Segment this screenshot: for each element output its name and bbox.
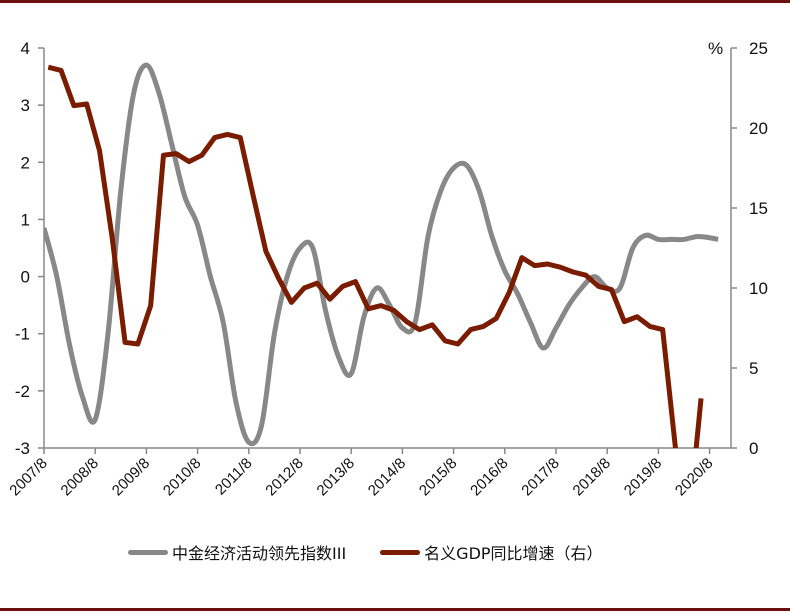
right-tick-label: 5: [749, 359, 758, 378]
left-tick-label: -2: [15, 382, 30, 401]
right-axis-unit: %: [708, 39, 723, 58]
x-tick-label: 2019/8: [621, 455, 665, 499]
left-tick-label: 3: [21, 96, 30, 115]
x-tick-label: 2007/8: [6, 455, 50, 499]
series-lines: [44, 62, 719, 448]
right-tick-label: 20: [749, 119, 768, 138]
legend-item-index: 中金经济活动领先指数III: [128, 540, 346, 564]
x-tick-label: 2018/8: [570, 455, 614, 499]
legend-swatch-red-line-icon: [380, 549, 421, 555]
left-tick-label: 2: [21, 153, 30, 172]
x-tick-label: 2013/8: [314, 455, 358, 499]
left-tick-label: 4: [21, 39, 30, 58]
x-tick-label: 2011/8: [212, 455, 256, 499]
x-tick-label: 2015/8: [416, 455, 460, 499]
legend-item-gdp: 名义GDP同比增速（右）: [380, 540, 603, 564]
left-tick-label: 0: [21, 268, 30, 287]
right-tick-label: 25: [749, 39, 768, 58]
x-tick-label: 2008/8: [58, 455, 102, 499]
x-tick-label: 2012/8: [262, 455, 306, 499]
legend: 中金经济活动领先指数III 名义GDP同比增速（右）: [128, 540, 637, 564]
left-tick-label: -1: [15, 325, 30, 344]
right-tick-label: 15: [749, 199, 768, 218]
legend-swatch-gray-line-icon: [128, 549, 168, 555]
x-tick-label: 2017/8: [518, 455, 562, 499]
legend-label-gdp: 名义GDP同比增速（右）: [424, 544, 603, 563]
x-tick-label: 2014/8: [365, 455, 409, 499]
legend-label-index: 中金经济活动领先指数III: [172, 544, 347, 563]
x-tick-label: 2020/8: [672, 455, 716, 499]
x-tick-label: 2010/8: [160, 455, 204, 499]
gdp-line: [47, 64, 704, 448]
top-rule: [0, 0, 790, 3]
x-tick-label: 2016/8: [467, 455, 511, 499]
x-tick-label: 2009/8: [109, 455, 153, 499]
right-tick-label: 10: [749, 279, 768, 298]
bottom-rule: [0, 608, 790, 611]
left-tick-label: -3: [15, 439, 30, 458]
right-tick-label: 0: [749, 439, 758, 458]
index-line: [44, 62, 719, 447]
left-tick-label: 1: [21, 210, 30, 229]
